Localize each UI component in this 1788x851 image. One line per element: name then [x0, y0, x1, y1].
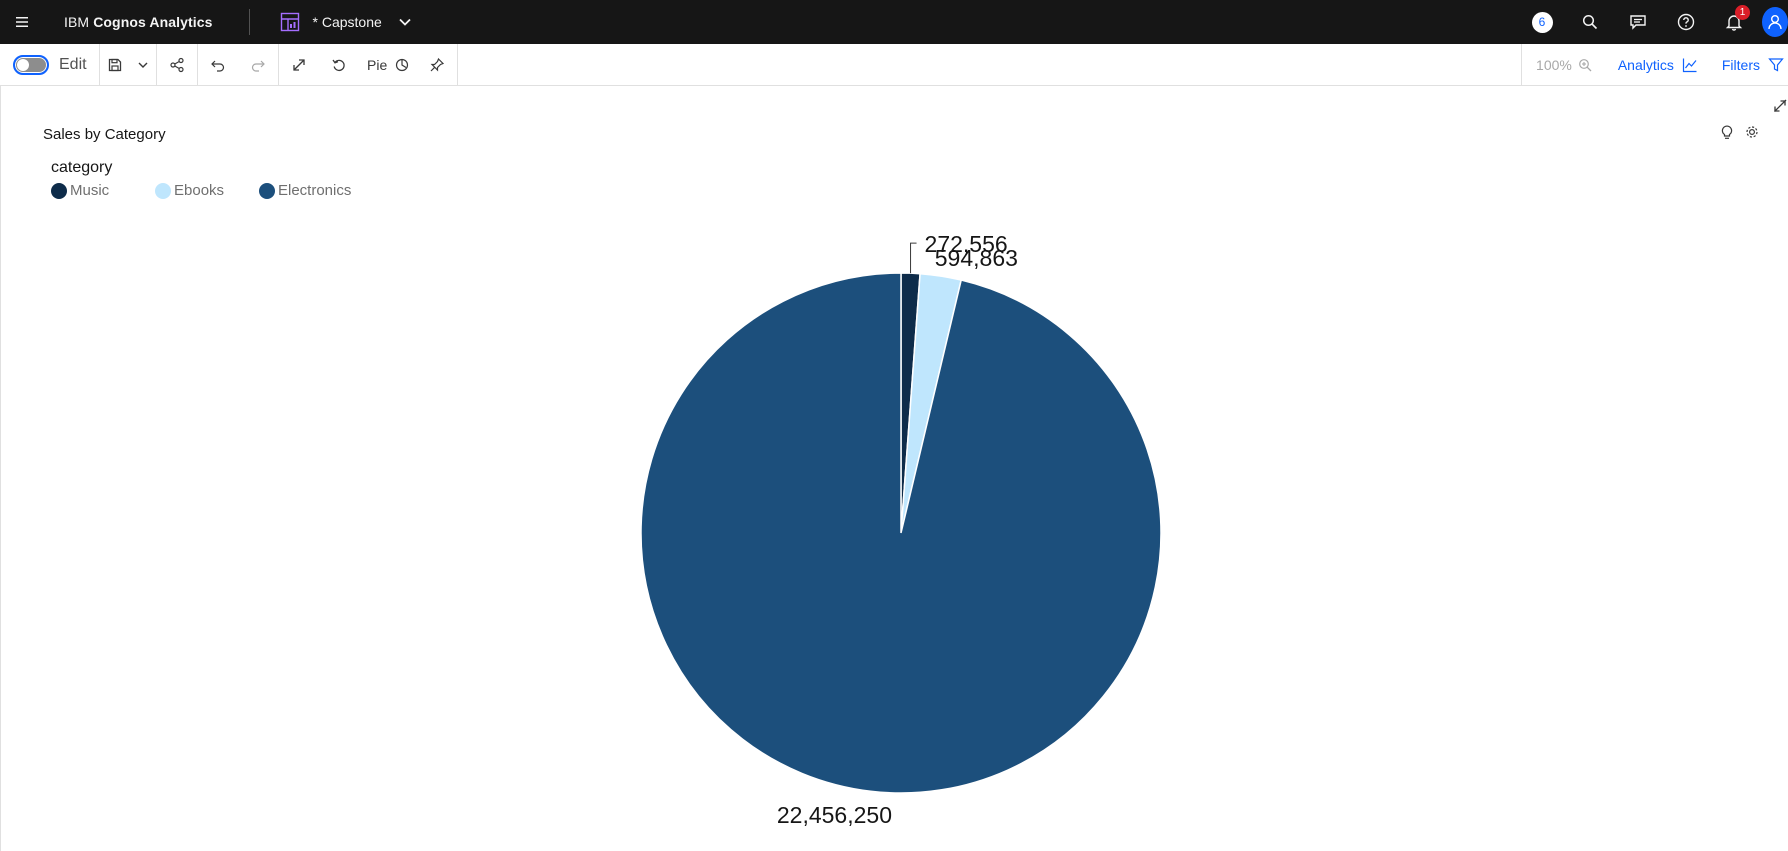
expand-button[interactable] — [279, 44, 319, 86]
dashboard-icon — [280, 12, 300, 32]
dashboard-canvas: 272,556 594,863 22,456,250 Sales by Catego… — [0, 86, 1788, 851]
zoom-in-icon — [1578, 59, 1592, 72]
dashboard-title[interactable]: * Capstone — [312, 14, 382, 30]
analytics-button[interactable]: Analytics — [1606, 57, 1710, 73]
chevron-down-icon — [399, 18, 411, 26]
pie-chart-icon — [396, 58, 409, 72]
reset-icon — [332, 59, 345, 72]
legend-item-ebooks[interactable]: Ebooks — [155, 182, 259, 199]
avatar — [1762, 7, 1788, 37]
reset-button[interactable] — [319, 44, 359, 86]
legend-label: Music — [70, 182, 110, 199]
redo-button[interactable] — [238, 44, 278, 86]
user-icon — [1768, 15, 1782, 30]
save-icon — [108, 58, 122, 72]
filters-button[interactable]: Filters — [1710, 57, 1788, 73]
data-label-music: 272,556 — [925, 231, 1008, 257]
divider — [248, 9, 250, 35]
menu-button[interactable] — [0, 0, 44, 44]
visualization-type-label: Pie — [367, 57, 388, 73]
data-label-electronics: 22,456,250 — [777, 802, 892, 828]
search-button[interactable] — [1566, 0, 1614, 44]
change-visualization-button[interactable]: Pie — [359, 44, 417, 86]
legend-swatch — [259, 182, 275, 199]
legend-title: category — [51, 159, 113, 176]
dashboard-switcher-button[interactable] — [398, 15, 412, 29]
line-chart-icon — [1682, 58, 1697, 73]
legend-item-electronics[interactable]: Electronics — [259, 182, 351, 199]
save-button[interactable] — [100, 44, 130, 86]
share-button[interactable] — [157, 44, 197, 86]
visualization-title[interactable]: Sales by Category — [43, 126, 166, 143]
pin-button[interactable] — [417, 44, 457, 86]
help-button[interactable] — [1662, 0, 1710, 44]
menu-icon — [16, 17, 28, 27]
legend-item-music[interactable]: Music — [51, 182, 155, 199]
filters-label: Filters — [1721, 57, 1760, 73]
insights-button[interactable] — [1717, 122, 1737, 142]
expand-icon — [293, 59, 305, 71]
share-group — [157, 44, 198, 86]
chat-icon — [1630, 15, 1646, 30]
viz-tools-group: Pie — [279, 44, 459, 86]
analytics-label: Analytics — [1617, 57, 1674, 73]
chart-legend: Music Ebooks Electronics — [51, 182, 351, 199]
history-group — [198, 44, 279, 86]
collapse-icon — [1774, 99, 1787, 112]
user-menu-button[interactable] — [1758, 0, 1788, 44]
zoom-control[interactable]: 100% — [1522, 57, 1606, 73]
undo-button[interactable] — [198, 44, 238, 86]
legend-swatch — [155, 182, 171, 199]
notifications-button[interactable]: 1 — [1710, 0, 1758, 44]
edit-mode-label: Edit — [59, 56, 87, 73]
edit-mode-toggle[interactable] — [13, 55, 49, 75]
search-icon — [1582, 14, 1598, 30]
settings-icon — [1746, 126, 1758, 138]
filter-icon — [1768, 58, 1784, 72]
assistant-button[interactable] — [1614, 0, 1662, 44]
properties-button[interactable] — [1742, 122, 1762, 142]
data-label-ebooks: 594,863 — [935, 245, 1018, 271]
edit-mode-group: Edit — [0, 44, 100, 86]
save-group — [100, 44, 157, 86]
collapse-button[interactable] — [1770, 96, 1788, 116]
redo-icon — [251, 60, 265, 72]
product-name[interactable]: IBM Cognos Analytics — [64, 14, 213, 30]
help-icon — [1677, 13, 1695, 31]
comments-count-button[interactable]: 6 — [1518, 0, 1566, 44]
notification-count-badge: 1 — [1735, 5, 1750, 20]
dashboard-toolbar: Edit — [0, 44, 1788, 86]
comments-count-badge: 6 — [1531, 11, 1553, 33]
zoom-level: 100% — [1536, 57, 1572, 73]
label-leader-line — [910, 242, 917, 274]
top-navigation-bar: IBM Cognos Analytics * Capstone 6 — [0, 0, 1788, 44]
legend-label: Ebooks — [174, 182, 225, 199]
pie-slice-electronics[interactable] — [640, 272, 1162, 794]
legend-label: Electronics — [278, 182, 352, 199]
toolbar-right: 100% Analytics Filters — [1521, 44, 1788, 86]
chevron-down-icon — [138, 62, 148, 68]
toggle-knob — [17, 59, 29, 71]
undo-icon — [211, 60, 225, 72]
save-options-button[interactable] — [130, 44, 156, 86]
header-actions: 6 1 — [1518, 0, 1788, 44]
legend-swatch — [51, 182, 67, 199]
brand-prefix: IBM — [64, 14, 94, 30]
brand-name: Cognos Analytics — [93, 14, 213, 30]
share-icon — [170, 57, 184, 73]
pin-icon — [430, 57, 445, 72]
lightbulb-icon — [1721, 125, 1733, 139]
